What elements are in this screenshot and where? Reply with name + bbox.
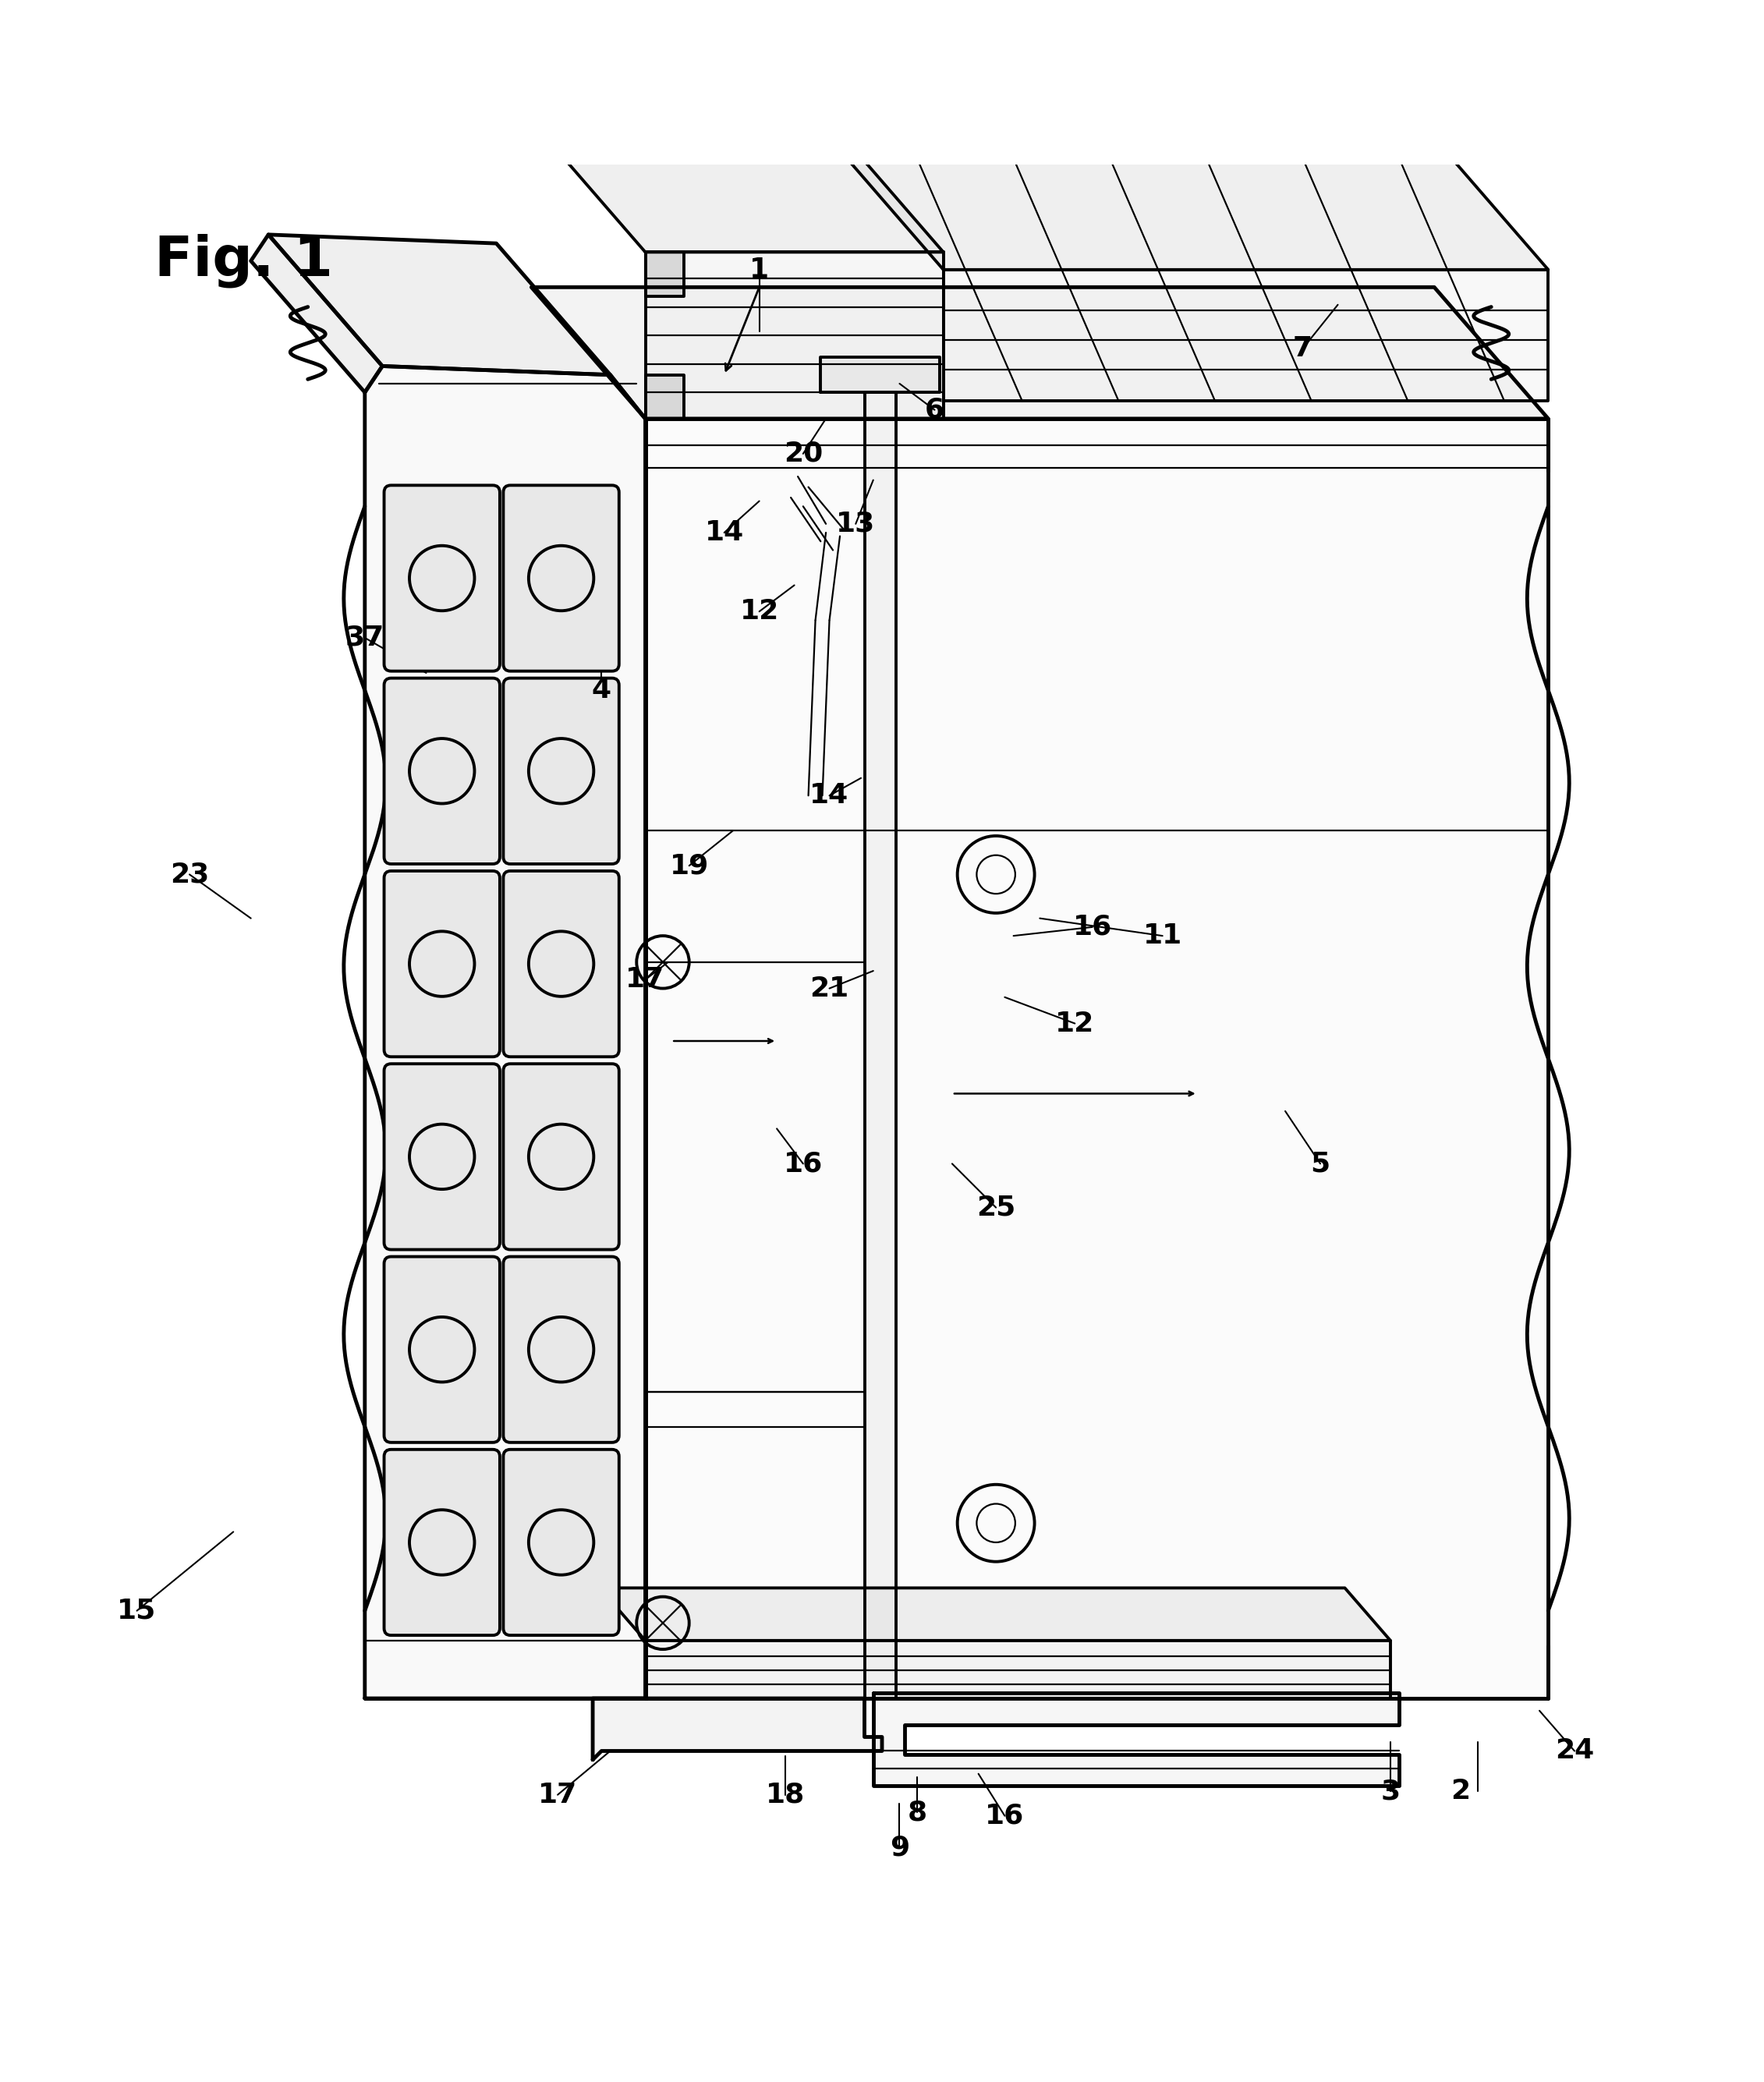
FancyBboxPatch shape [385,1258,499,1443]
Text: 7: 7 [1293,335,1312,362]
Polygon shape [268,235,610,375]
Text: 19: 19 [670,852,709,879]
Text: 6: 6 [924,398,944,423]
Text: 9: 9 [889,1834,910,1861]
FancyBboxPatch shape [503,485,619,670]
FancyBboxPatch shape [385,1064,499,1249]
Text: 17: 17 [626,966,665,993]
Text: 13: 13 [836,510,875,537]
FancyBboxPatch shape [503,679,619,864]
FancyBboxPatch shape [385,485,499,670]
FancyBboxPatch shape [503,870,619,1058]
Polygon shape [873,1693,1399,1786]
Polygon shape [250,235,383,391]
Polygon shape [646,252,684,296]
Text: 12: 12 [739,598,780,625]
Text: 14: 14 [810,783,848,808]
Text: 20: 20 [783,441,822,466]
Text: 8: 8 [907,1799,926,1826]
Text: 37: 37 [346,625,385,652]
FancyBboxPatch shape [385,870,499,1058]
Text: 14: 14 [704,518,744,545]
FancyBboxPatch shape [385,1449,499,1634]
Text: 24: 24 [1554,1738,1595,1763]
Text: 15: 15 [118,1597,157,1624]
Text: 25: 25 [975,1195,1016,1220]
Text: 12: 12 [1055,1010,1094,1037]
Polygon shape [646,252,944,418]
Text: 5: 5 [1311,1151,1330,1176]
Text: 23: 23 [169,862,210,887]
Text: 1: 1 [750,256,769,283]
FancyBboxPatch shape [385,679,499,864]
Text: 16: 16 [1073,914,1111,941]
Text: 21: 21 [810,974,848,1001]
Text: 17: 17 [538,1782,577,1807]
Text: Fig. 1: Fig. 1 [155,233,333,287]
FancyBboxPatch shape [503,1258,619,1443]
Text: 11: 11 [1143,922,1182,949]
Text: 2: 2 [1450,1778,1471,1805]
Polygon shape [531,287,1549,418]
Polygon shape [829,137,1549,271]
Polygon shape [600,1589,1390,1641]
Polygon shape [646,375,684,418]
Text: 16: 16 [984,1803,1025,1830]
Text: 3: 3 [1381,1778,1401,1805]
Text: 4: 4 [591,677,612,704]
FancyBboxPatch shape [503,1064,619,1249]
Polygon shape [864,391,896,1699]
Polygon shape [531,121,944,252]
Text: 18: 18 [766,1782,804,1807]
Polygon shape [944,271,1549,402]
Polygon shape [646,418,1549,1699]
Text: 16: 16 [783,1151,822,1176]
Polygon shape [646,1641,1390,1699]
Polygon shape [365,366,646,1699]
FancyBboxPatch shape [503,1449,619,1634]
Polygon shape [820,358,940,391]
Polygon shape [593,1699,882,1759]
